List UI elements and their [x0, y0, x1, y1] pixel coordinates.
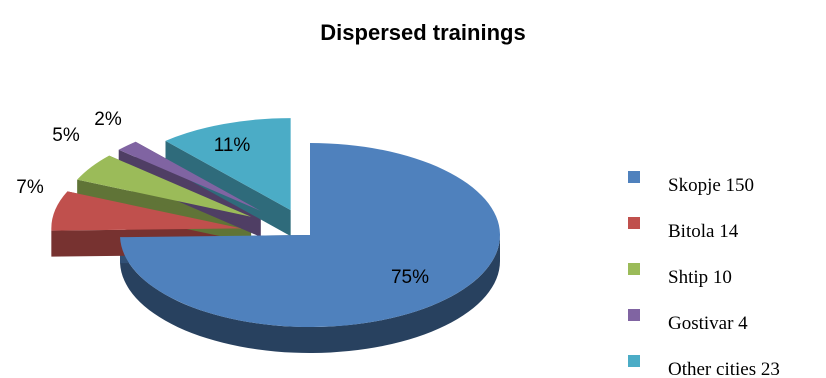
legend-label-skopje-150: Skopje 150 — [668, 175, 754, 196]
slice-bitola-14 — [51, 191, 242, 231]
slice-gostivar-4 — [118, 141, 261, 211]
slice-skopje-150 — [120, 143, 501, 327]
slice-skopje-150-wall — [120, 235, 500, 354]
legend-swatch-skopje-150 — [628, 171, 640, 183]
legend-label-gostivar-4: Gostivar 4 — [668, 313, 748, 334]
data-label-other-cities-23: 11% — [214, 135, 251, 156]
slice-other-cities-23-side-1 — [165, 140, 291, 237]
legend-swatch-gostivar-4 — [628, 309, 640, 321]
legend-label-bitola-14: Bitola 14 — [668, 221, 739, 242]
chart-title: Dispersed trainings — [320, 20, 525, 45]
legend-swatch-bitola-14 — [628, 217, 640, 229]
data-label-gostivar-4: 2% — [94, 109, 122, 130]
data-label-bitola-14: 7% — [16, 177, 44, 198]
legend-swatch-other-cities-23 — [628, 355, 640, 367]
slice-other-cities-23 — [165, 118, 291, 211]
data-label-shtip-10: 5% — [52, 125, 80, 146]
legend-swatch-shtip-10 — [628, 263, 640, 275]
legend-label-shtip-10: Shtip 10 — [668, 267, 732, 288]
legend-label-other-cities-23: Other cities 23 — [668, 359, 780, 378]
pie-slices — [51, 118, 501, 354]
data-label-skopje-150: 75% — [391, 267, 429, 288]
slice-shtip-10 — [77, 155, 252, 217]
data-labels: 75% 7% 5% 2% 11% — [16, 109, 429, 288]
legend: Skopje 150 Bitola 14 Shtip 10 Gostivar 4 Oth… — [628, 171, 780, 378]
